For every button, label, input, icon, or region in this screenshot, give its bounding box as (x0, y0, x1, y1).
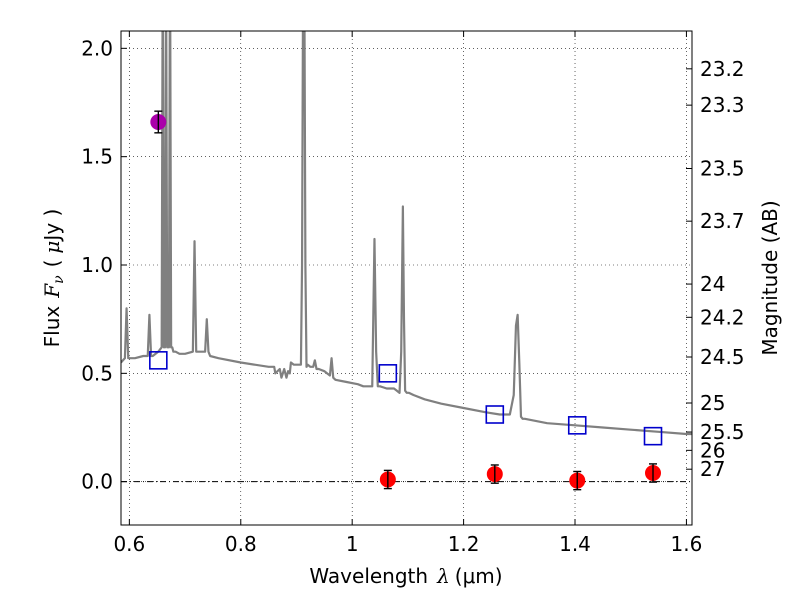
x-tick-label: 1.4 (559, 532, 591, 556)
model-photometry-square (567, 416, 587, 435)
x-axis-label-unit: (μm) (455, 564, 503, 588)
markers-layer (149, 110, 663, 491)
y2-tick-label: 25.5 (700, 420, 745, 444)
x-tick-label: 1 (346, 532, 359, 556)
y2-tick-label: 27 (700, 457, 725, 481)
x-tick-label: 0.6 (113, 532, 145, 556)
y2-tick-label: 26 (700, 438, 725, 462)
y2-tick-label: 23.2 (700, 57, 745, 81)
y-axis-label-symbol: F (40, 283, 64, 299)
x-tick-label: 0.8 (225, 532, 257, 556)
y-tick-label: 0.5 (81, 361, 113, 385)
y2-tick-label: 23.5 (700, 156, 745, 180)
y2-tick-label: 24 (700, 272, 725, 296)
spectrum-layer (121, 31, 692, 436)
series-template-spectrum (121, 31, 692, 436)
x-tick-label: 1.6 (671, 532, 703, 556)
y-axis-label-subscript: ν (51, 275, 67, 284)
model-photometry-square (643, 426, 663, 446)
y-axis-label-paren: ( (40, 260, 64, 268)
y-axis-label-unit: Jy ) (40, 209, 64, 243)
model-photometry-square (149, 351, 168, 370)
y2-tick-label: 23.3 (700, 93, 745, 117)
x-axis-label-text: Wavelength (309, 564, 428, 588)
x-axis-label: Wavelength λ (μm) (309, 564, 502, 588)
y-tick-label: 1.0 (81, 253, 113, 277)
y-axis-label-text: Flux (40, 306, 64, 348)
y-axis-ticks: 0.0 0.5 1.0 1.5 2.0 (81, 36, 127, 494)
y2-tick-label: 25 (700, 391, 725, 415)
y-axis-label: Flux Fν ( μJy ) (40, 209, 67, 348)
x-axis-label-symbol: λ (436, 564, 450, 588)
grid-lines (121, 31, 692, 525)
y2-tick-label: 24.2 (700, 305, 745, 329)
y2-tick-label: 23.7 (700, 209, 745, 233)
y2-axis-label: Magnitude (AB) (758, 200, 782, 355)
model-photometry-square (378, 364, 398, 383)
x-tick-label: 1.2 (448, 532, 480, 556)
y-tick-label: 1.5 (81, 145, 113, 169)
y2-tick-label: 24.5 (700, 345, 745, 369)
y-tick-label: 2.0 (81, 36, 113, 60)
x-axis-ticks: 0.6 0.8 1 1.2 1.4 1.6 (113, 31, 702, 556)
y-axis-label-mu: μ (40, 241, 64, 254)
y-tick-label: 0.0 (81, 470, 113, 494)
plot-frame (120, 30, 693, 526)
model-photometry-square (485, 405, 505, 424)
